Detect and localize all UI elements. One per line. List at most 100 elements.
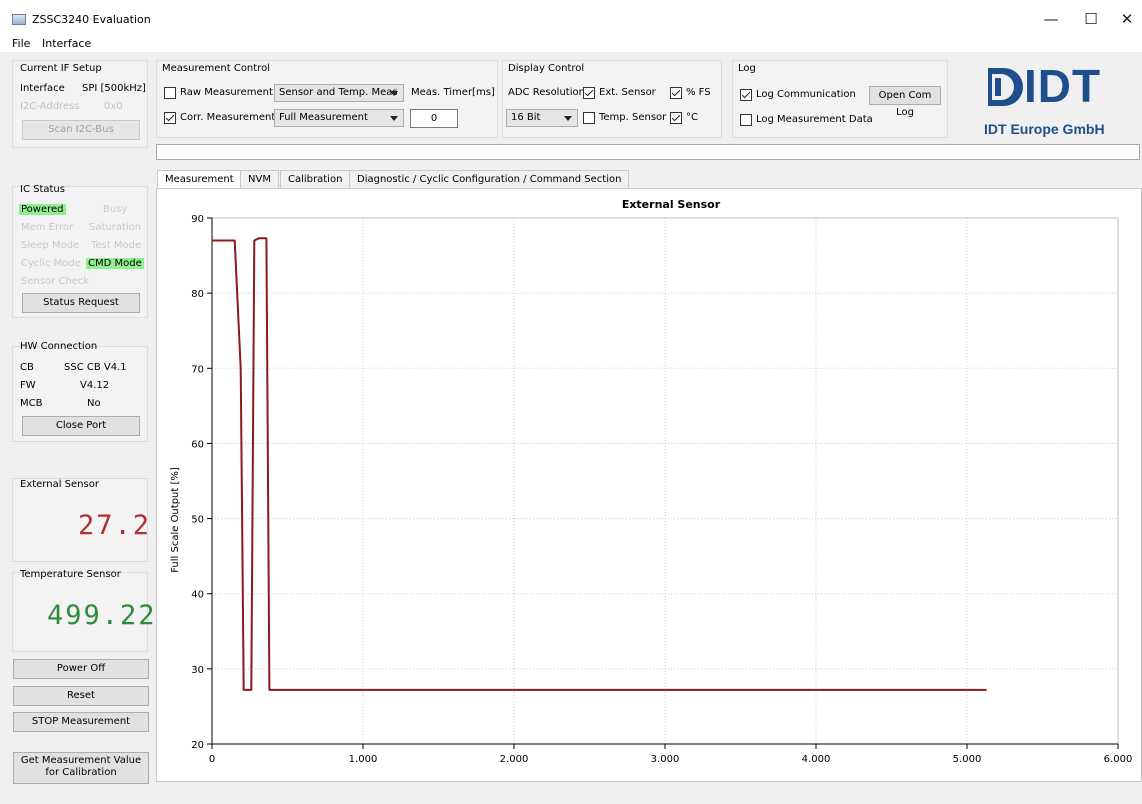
- chevron-down-icon: [390, 91, 398, 96]
- deg-c-label: °C: [686, 112, 698, 123]
- external-sensor-value: 27.2: [78, 510, 152, 541]
- menu-file[interactable]: File: [12, 37, 31, 50]
- scan-i2c-button[interactable]: Scan I2C-Bus: [22, 120, 140, 140]
- chart-series: [212, 237, 987, 691]
- x-tick-label: 2.000: [500, 754, 529, 765]
- get-measurement-line-1: Get Measurement Value: [20, 755, 142, 766]
- chart-panel: [156, 188, 1142, 782]
- menu-bar: [0, 34, 1142, 52]
- log-measurement-checkbox[interactable]: [740, 114, 752, 126]
- app-icon: [12, 14, 26, 25]
- close-port-button[interactable]: Close Port: [22, 416, 140, 436]
- y-tick-label: 20: [191, 740, 204, 751]
- pct-fs-checkbox[interactable]: [670, 87, 682, 99]
- x-tick-label: 1.000: [349, 754, 378, 765]
- chart-grid: [212, 217, 1119, 744]
- chevron-down-icon: [390, 116, 398, 121]
- tab-nvm[interactable]: NVM: [240, 170, 279, 188]
- get-measurement-line-2: for Calibration: [45, 767, 117, 778]
- status-saturation: Saturation: [89, 222, 142, 233]
- idt-logo-icon: [988, 68, 1023, 106]
- if-setup-title: Current IF Setup: [20, 63, 102, 74]
- temperature-sensor-group: [12, 572, 148, 652]
- external-sensor-group: [12, 478, 148, 562]
- get-measurement-value-button[interactable]: Get Measurement Value for Calibration: [13, 752, 149, 784]
- deg-c-checkbox[interactable]: [670, 112, 682, 124]
- i2c-address-value: 0x0: [104, 101, 123, 112]
- status-sensor-check: Sensor Check: [21, 276, 90, 287]
- chevron-down-icon: [564, 116, 572, 121]
- y-tick-label: 80: [191, 289, 204, 300]
- log-communication-label: Log Communication: [756, 89, 856, 100]
- menu-interface[interactable]: Interface: [42, 37, 92, 50]
- meas-timer-label: Meas. Timer[ms]: [411, 87, 495, 98]
- status-request-button[interactable]: Status Request: [22, 293, 140, 313]
- status-powered: Powered: [19, 204, 66, 215]
- mcb-label: MCB: [20, 398, 43, 409]
- y-tick-label: 30: [191, 665, 204, 676]
- minimize-button[interactable]: —: [1043, 10, 1059, 28]
- close-button[interactable]: ✕: [1120, 10, 1134, 28]
- power-off-button[interactable]: Power Off: [13, 659, 149, 679]
- corr-mode-select[interactable]: Full Measurement: [274, 109, 404, 127]
- i2c-address-label: I2C-Address: [20, 101, 80, 112]
- open-com-log-button[interactable]: Open Com Log: [869, 86, 941, 118]
- reset-button[interactable]: Reset: [13, 686, 149, 706]
- temp-sensor-checkbox[interactable]: [583, 112, 595, 124]
- tab-calibration[interactable]: Calibration: [280, 170, 351, 188]
- status-text-field[interactable]: [156, 144, 1140, 160]
- window-title: ZSSC3240 Evaluation: [32, 13, 151, 26]
- tab-measurement[interactable]: Measurement: [157, 170, 242, 189]
- company-name: IDT Europe GmbH: [984, 121, 1105, 137]
- raw-mode-select[interactable]: Sensor and Temp. Meas: [274, 84, 404, 102]
- log-title: Log: [738, 63, 756, 74]
- tab-diagnostic[interactable]: Diagnostic / Cyclic Configuration / Comm…: [349, 170, 630, 188]
- x-tick-label: 3.000: [651, 754, 680, 765]
- hw-connection-title: HW Connection: [20, 341, 98, 352]
- corr-mode-value: Full Measurement: [279, 112, 368, 123]
- display-control-title: Display Control: [508, 63, 585, 74]
- x-tick-label: 6.000: [1104, 754, 1133, 765]
- corr-measurement-checkbox[interactable]: [164, 112, 176, 124]
- cb-value: SSC CB V4.1: [64, 362, 127, 373]
- external-sensor-title: External Sensor: [20, 479, 99, 490]
- ext-sensor-checkbox[interactable]: [583, 87, 595, 99]
- meas-timer-input[interactable]: 0: [410, 109, 458, 128]
- interface-label: Interface: [20, 83, 65, 94]
- interface-value: SPI [500kHz]: [82, 83, 146, 94]
- chart-ticks: 0 1.000 2.000 3.000 4.000 5.000 6.000 20 30 40 50 6…: [191, 214, 1132, 765]
- chart-y-axis-label: Full Scale Output [%]: [170, 467, 181, 573]
- x-tick-label: 4.000: [802, 754, 831, 765]
- measurement-control-title: Measurement Control: [162, 63, 270, 74]
- status-busy: Busy: [103, 204, 128, 215]
- y-tick-label: 70: [191, 364, 204, 375]
- fw-value: V4.12: [80, 380, 110, 391]
- log-measurement-label: Log Measurement Data: [756, 114, 873, 125]
- maximize-button[interactable]: ☐: [1084, 10, 1098, 28]
- y-tick-label: 60: [191, 439, 204, 450]
- title-bar: [0, 0, 1142, 34]
- log-communication-checkbox[interactable]: [740, 89, 752, 101]
- status-sleep-mode: Sleep Mode: [21, 240, 80, 251]
- raw-mode-value: Sensor and Temp. Meas: [279, 87, 398, 98]
- adc-resolution-value: 16 Bit: [511, 112, 541, 123]
- fw-label: FW: [20, 380, 36, 391]
- stop-measurement-button[interactable]: STOP Measurement: [13, 712, 149, 732]
- status-mem-error: Mem Error: [21, 222, 74, 233]
- chart-title: External Sensor: [622, 198, 721, 211]
- ext-sensor-label: Ext. Sensor: [599, 87, 656, 98]
- y-tick-label: 50: [191, 515, 204, 526]
- mcb-value: No: [87, 398, 101, 409]
- y-tick-label: 40: [191, 590, 204, 601]
- adc-resolution-label: ADC Resolution: [508, 87, 585, 98]
- y-tick-label: 90: [191, 214, 204, 225]
- status-cmd-mode: CMD Mode: [86, 258, 144, 269]
- temperature-sensor-title: Temperature Sensor: [20, 569, 121, 580]
- raw-measurement-checkbox[interactable]: [164, 87, 176, 99]
- status-cyclic-mode: Cyclic Mode: [21, 258, 81, 269]
- external-sensor-chart: External Sensor Full Scale Output [%] 0 1…: [170, 198, 1132, 765]
- adc-resolution-select[interactable]: 16 Bit: [506, 109, 578, 127]
- temp-sensor-label: Temp. Sensor: [599, 112, 667, 123]
- temperature-sensor-value: 499.22: [47, 600, 157, 631]
- series-line-external-sensor: [212, 237, 987, 691]
